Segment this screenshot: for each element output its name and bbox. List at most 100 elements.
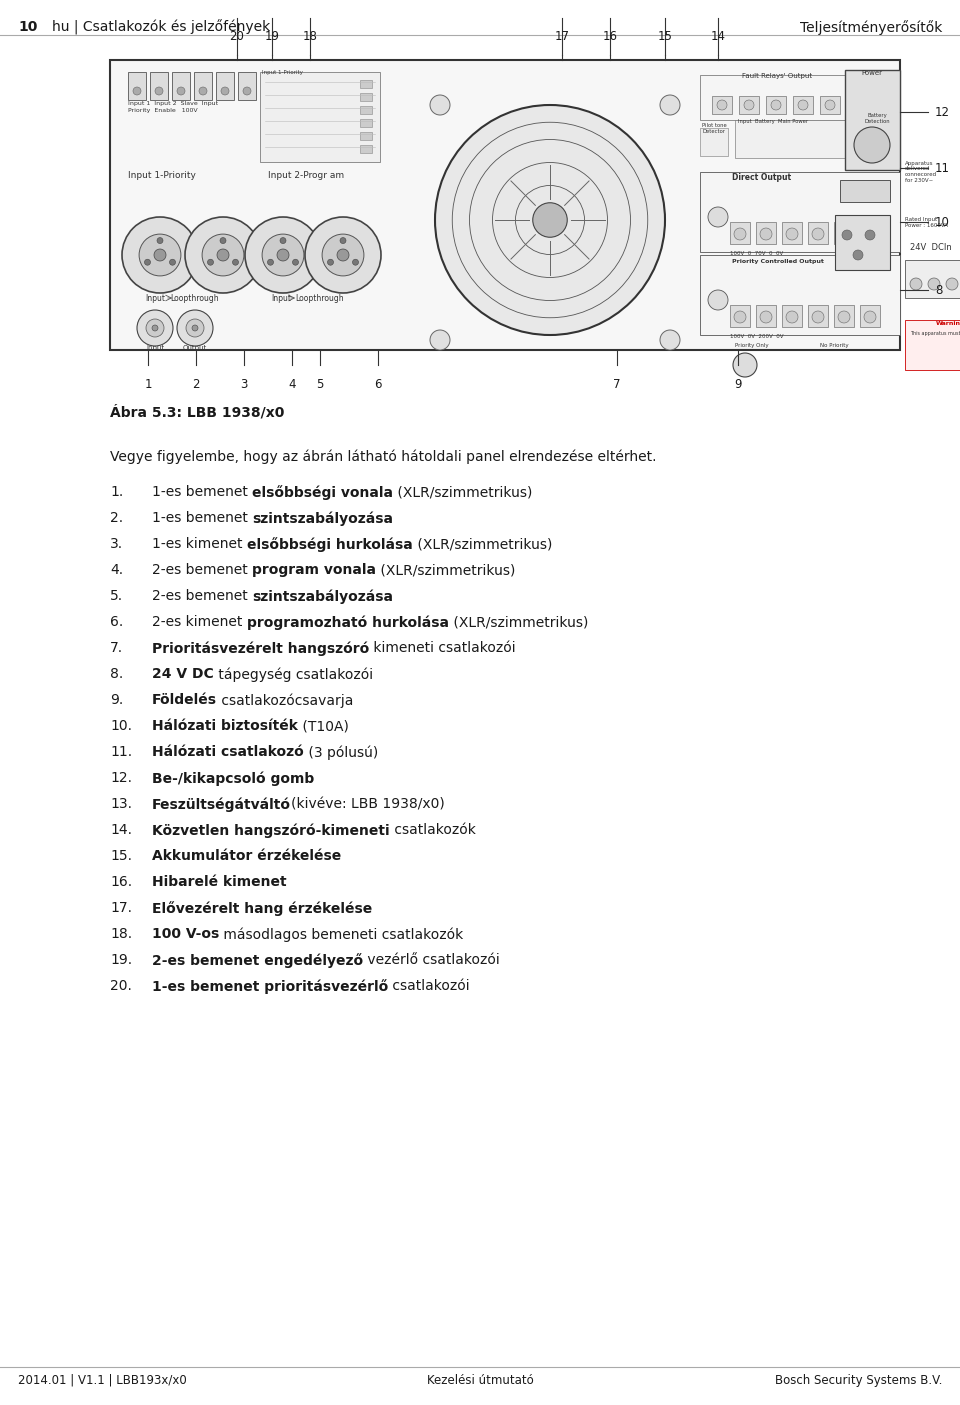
Text: Feszültségátváltó: Feszültségátváltó [152,797,291,812]
Bar [110,60,900,350]
Bar [238,72,256,100]
Text: 9: 9 [734,378,742,391]
Bar [845,70,900,170]
Bar [128,72,146,100]
Text: Input 1-Priority: Input 1-Priority [262,70,302,74]
Text: hu | Csatlakozók és jelzőfények: hu | Csatlakozók és jelzőfények [52,20,271,35]
Text: 10: 10 [935,215,949,229]
Text: szintszabályozása: szintszabályozása [252,511,394,525]
Text: Input: Input [271,294,291,303]
Circle shape [305,216,381,294]
Circle shape [245,216,321,294]
Circle shape [928,278,940,289]
Circle shape [280,237,286,243]
Text: 2.: 2. [110,511,123,525]
Text: Priority  Enable   100V: Priority Enable 100V [128,108,198,112]
Circle shape [853,250,863,260]
Bar [905,260,960,298]
Text: 19: 19 [265,30,279,44]
Circle shape [268,259,274,266]
Text: 20.: 20. [110,979,132,993]
Text: 2014.01 | V1.1 | LBB193x/x0: 2014.01 | V1.1 | LBB193x/x0 [18,1374,187,1387]
Circle shape [435,105,665,334]
Text: Direct Output: Direct Output [732,173,791,183]
Circle shape [137,311,173,346]
Circle shape [733,353,757,377]
Bar [834,305,854,327]
Circle shape [812,228,824,240]
Text: Hálózati biztosíték: Hálózati biztosíték [152,719,298,733]
Circle shape [717,100,727,110]
Circle shape [760,311,772,323]
Text: szintszabályozása: szintszabályozása [252,589,394,604]
Circle shape [786,311,798,323]
Circle shape [207,259,213,266]
Text: 1.: 1. [110,485,123,499]
Bar [834,222,854,244]
Circle shape [533,202,567,237]
Text: Input  Battery  Main Power: Input Battery Main Power [738,119,808,124]
Circle shape [277,249,289,261]
Bar [700,128,728,156]
Text: 15.: 15. [110,849,132,863]
Circle shape [293,259,299,266]
Text: (kivéve: LBB 1938/x0): (kivéve: LBB 1938/x0) [291,797,444,811]
Text: 14: 14 [710,30,726,44]
Circle shape [660,96,680,115]
Text: tápegység csatlakozói: tápegység csatlakozói [214,667,372,681]
Text: 6.: 6. [110,615,123,629]
Text: Elővezérelt hang érzékelése: Elővezérelt hang érzékelése [152,901,372,916]
Bar [360,119,372,126]
Text: 2-es bemenet: 2-es bemenet [152,589,252,603]
Bar [782,222,802,244]
Circle shape [825,100,835,110]
Text: Fault Relays' Output: Fault Relays' Output [742,73,812,79]
Bar [216,72,234,100]
Text: 18: 18 [302,30,318,44]
Text: Földelés: Földelés [152,693,217,707]
Text: 8.: 8. [110,667,123,681]
Text: Vegye figyelembe, hogy az ábrán látható hátoldali panel elrendezése eltérhet.: Vegye figyelembe, hogy az ábrán látható … [110,450,657,465]
Text: 7: 7 [613,378,621,391]
Text: Input 1-Priority: Input 1-Priority [128,171,196,180]
Bar [860,305,880,327]
Bar [194,72,212,100]
Text: 7.: 7. [110,641,123,655]
Text: Input 1  Input 2  Slave  Input: Input 1 Input 2 Slave Input [128,101,218,105]
Text: Input: Input [146,346,164,351]
Text: (XLR/szimmetrikus): (XLR/szimmetrikus) [448,615,588,629]
Text: 4: 4 [288,378,296,391]
Text: This apparatus must be earthed: This apparatus must be earthed [910,332,960,336]
Text: elsőbbségi vonala: elsőbbségi vonala [252,485,394,500]
Circle shape [734,228,746,240]
Text: Teljesítményerősítők: Teljesítményerősítők [800,20,942,35]
Text: Hálózati csatlakozó: Hálózati csatlakozó [152,745,303,759]
Circle shape [708,289,728,311]
Text: 16: 16 [603,30,617,44]
Circle shape [337,249,349,261]
Circle shape [352,259,358,266]
Text: programozható hurkolása: programozható hurkolása [247,615,448,629]
Bar [700,171,900,251]
Text: 11.: 11. [110,745,132,759]
Circle shape [708,207,728,228]
Circle shape [323,235,364,275]
Circle shape [864,311,876,323]
Text: 9.: 9. [110,693,123,707]
Text: kimeneti csatlakozói: kimeneti csatlakozói [370,641,516,655]
Circle shape [177,87,185,96]
Text: Prioritásvezérelt hangszóró: Prioritásvezérelt hangszóró [152,641,370,656]
Text: Loopthrough: Loopthrough [170,294,219,303]
Bar [712,96,732,114]
Text: No Priority: No Priority [820,343,849,348]
Text: Akkumulátor érzékelése: Akkumulátor érzékelése [152,849,341,863]
Bar [793,96,813,114]
Text: Battery
Detection: Battery Detection [864,114,890,124]
Circle shape [203,235,244,275]
Circle shape [133,87,141,96]
Circle shape [243,87,251,96]
Bar [700,74,855,119]
Circle shape [910,278,922,289]
Text: (T10A): (T10A) [298,719,348,733]
Text: csatlakozói: csatlakozói [388,979,469,993]
